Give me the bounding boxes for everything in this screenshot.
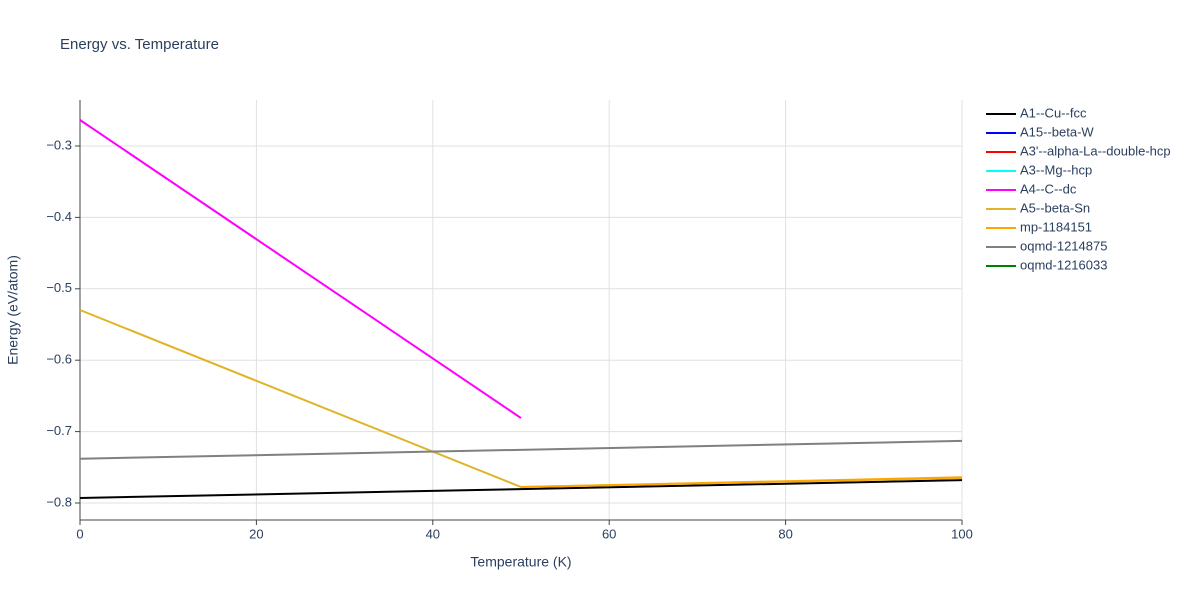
legend-label: A1--Cu--fcc [1020,105,1087,120]
x-tick-label: 60 [602,526,616,541]
y-tick-label: −0.7 [46,423,72,438]
y-axis-title: Energy (eV/atom) [5,255,21,365]
y-tick-label: −0.6 [46,352,72,367]
y-tick-label: −0.4 [46,209,72,224]
legend-label: A3--Mg--hcp [1020,162,1092,177]
x-tick-label: 80 [778,526,792,541]
x-tick-label: 40 [426,526,440,541]
chart-title: Energy vs. Temperature [60,36,219,53]
x-tick-label: 0 [76,526,83,541]
x-axis-title: Temperature (K) [470,554,571,570]
legend-label: A15--beta-W [1020,124,1094,139]
legend-label: mp-1184151 [1020,219,1092,234]
legend-label: oqmd-1216033 [1020,257,1107,272]
x-tick-label: 20 [249,526,263,541]
series-line [79,439,963,460]
x-tick-label: 100 [951,526,973,541]
series-line [79,119,522,419]
y-tick-label: −0.8 [46,494,72,509]
series-line [79,309,963,489]
y-tick-label: −0.5 [46,280,72,295]
legend-label: oqmd-1214875 [1020,238,1107,253]
legend-label: A5--beta-Sn [1020,200,1090,215]
legend-label: A4--C--dc [1020,181,1077,196]
series-line [520,476,963,489]
y-tick-label: −0.3 [46,137,72,152]
legend-label: A3'--alpha-La--double-hcp [1020,143,1171,158]
series-line [79,479,963,500]
